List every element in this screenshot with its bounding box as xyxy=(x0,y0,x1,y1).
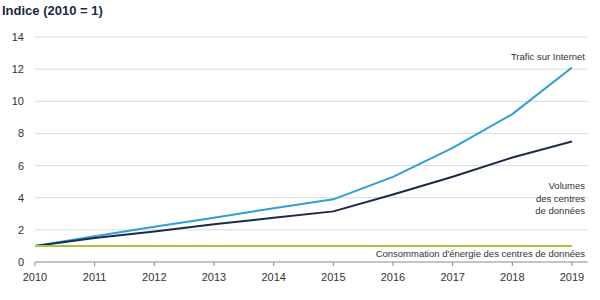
series-group xyxy=(35,68,572,246)
x-tick-label: 2017 xyxy=(440,271,464,283)
y-tick-label: 14 xyxy=(12,31,24,43)
x-tick xyxy=(333,262,334,266)
x-tick xyxy=(35,262,36,266)
grid-line xyxy=(35,197,588,198)
series-label-line: Volumes xyxy=(549,180,586,191)
grid-line xyxy=(35,101,588,102)
chart: Indice (2010 = 1) 0 2 4 6 8 10 12 14 2010 2011 2012… xyxy=(0,0,600,300)
x-tick-label: 2010 xyxy=(23,271,47,283)
x-tick xyxy=(452,262,453,266)
x-tick xyxy=(94,262,95,266)
series-line xyxy=(35,68,572,246)
x-tick-label: 2016 xyxy=(381,271,405,283)
series-line xyxy=(35,141,572,245)
x-tick xyxy=(214,262,215,266)
y-tick-label: 10 xyxy=(12,95,24,107)
y-tick-label: 0 xyxy=(18,256,24,268)
x-tick-label: 2013 xyxy=(202,271,226,283)
grid-line xyxy=(35,133,588,134)
y-tick-label: 8 xyxy=(18,127,24,139)
grid-line xyxy=(35,37,588,38)
y-tick-label: 2 xyxy=(18,224,24,236)
x-tick-label: 2014 xyxy=(261,271,285,283)
x-tick-label: 2015 xyxy=(321,271,345,283)
series-label-line: de données xyxy=(535,205,585,216)
y-tick-label: 12 xyxy=(12,63,24,75)
series-label-line: des centres xyxy=(536,193,585,204)
x-tick-label: 2019 xyxy=(560,271,584,283)
series-label: Trafic sur Internet xyxy=(511,51,585,62)
grid-line xyxy=(35,229,588,230)
x-tick xyxy=(572,262,573,266)
x-tick-label: 2011 xyxy=(83,271,107,283)
x-tick xyxy=(154,262,155,266)
x-tick-label: 2012 xyxy=(142,271,166,283)
series-line xyxy=(35,245,572,247)
x-tick xyxy=(512,262,513,266)
x-tick xyxy=(393,262,394,266)
grid-line xyxy=(35,165,588,166)
title: Indice (2010 = 1) xyxy=(2,3,103,18)
x-tick xyxy=(273,262,274,266)
series-label: Volumes des centresde données xyxy=(535,180,585,216)
y-tick-label: 6 xyxy=(18,160,24,172)
grid-line xyxy=(35,262,588,263)
x-tick-label: 2018 xyxy=(500,271,524,283)
y-tick-label: 4 xyxy=(18,192,24,204)
series-label: Consommation d'énergie des centres de do… xyxy=(376,248,586,259)
grid-line xyxy=(35,69,588,70)
